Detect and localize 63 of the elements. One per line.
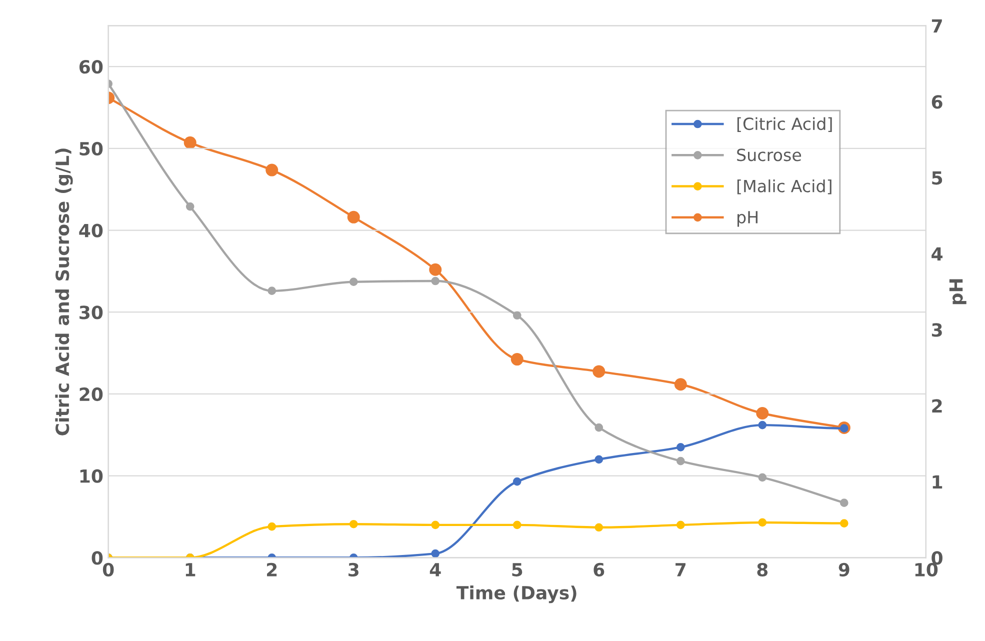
point [592, 365, 606, 378]
point [431, 276, 440, 286]
y-tick-label: 50 [80, 142, 103, 156]
legend-label: Sucrose [737, 148, 802, 162]
point [268, 522, 276, 531]
point [349, 278, 358, 286]
x-tick-label: 8 [757, 562, 768, 577]
point [266, 164, 278, 176]
point [840, 519, 848, 528]
y-tick-label: 0 [92, 551, 103, 565]
point [431, 520, 440, 530]
point [349, 520, 358, 528]
x-tick-label: 9 [838, 562, 850, 577]
y-axis-title: Citric Acid and Sucrose (g/L) [55, 148, 73, 436]
y-tick-label: 30 [80, 306, 103, 320]
point [594, 423, 604, 432]
y2-tick-label: 5 [932, 171, 942, 185]
x-tick-label: 6 [594, 562, 604, 577]
point [756, 407, 769, 420]
y2-tick-label: 0 [932, 551, 942, 565]
y2-tick-label: 3 [932, 323, 942, 337]
point [512, 520, 522, 530]
point [758, 473, 767, 482]
y-tick-label: 10 [80, 469, 103, 483]
y2-tick-label: 2 [932, 399, 942, 413]
point [674, 378, 687, 391]
point [347, 210, 360, 224]
point [184, 136, 196, 149]
y2-axis-title: pH [949, 279, 966, 304]
point [758, 420, 767, 430]
point [676, 520, 685, 530]
point [676, 456, 685, 466]
y2-tick-label: 4 [932, 247, 942, 261]
x-tick-label: 7 [676, 563, 686, 576]
x-tick-label: 2 [267, 562, 277, 576]
legend-label: [Citric Acid] [737, 117, 832, 132]
y2-tick-label: 7 [932, 19, 942, 32]
y-tick-label: 20 [80, 387, 103, 402]
point [758, 518, 767, 527]
y2-tick-label: 6 [932, 95, 942, 109]
point [268, 286, 276, 296]
x-tick-label: 1 [186, 563, 196, 576]
point [429, 263, 442, 276]
point [840, 498, 848, 507]
x-tick-label: 3 [348, 562, 358, 577]
x-axis-title: Time (Days) [456, 586, 576, 604]
point [512, 477, 522, 486]
legend-label: pH [738, 211, 758, 227]
y-tick-label: 60 [79, 60, 103, 74]
x-tick-label: 0 [102, 562, 114, 577]
y-tick-label: 40 [79, 224, 103, 238]
point [431, 549, 440, 558]
x-tick-label: 5 [512, 563, 522, 577]
x-tick-label: 10 [915, 562, 938, 577]
y2-tick-label: 1 [932, 475, 942, 489]
point [676, 443, 685, 452]
point [186, 202, 194, 211]
point [510, 353, 524, 366]
point [594, 523, 604, 532]
point [512, 311, 522, 320]
legend-label: [Malic Acid] [737, 179, 832, 194]
x-tick-label: 4 [430, 563, 441, 576]
point [594, 455, 604, 464]
